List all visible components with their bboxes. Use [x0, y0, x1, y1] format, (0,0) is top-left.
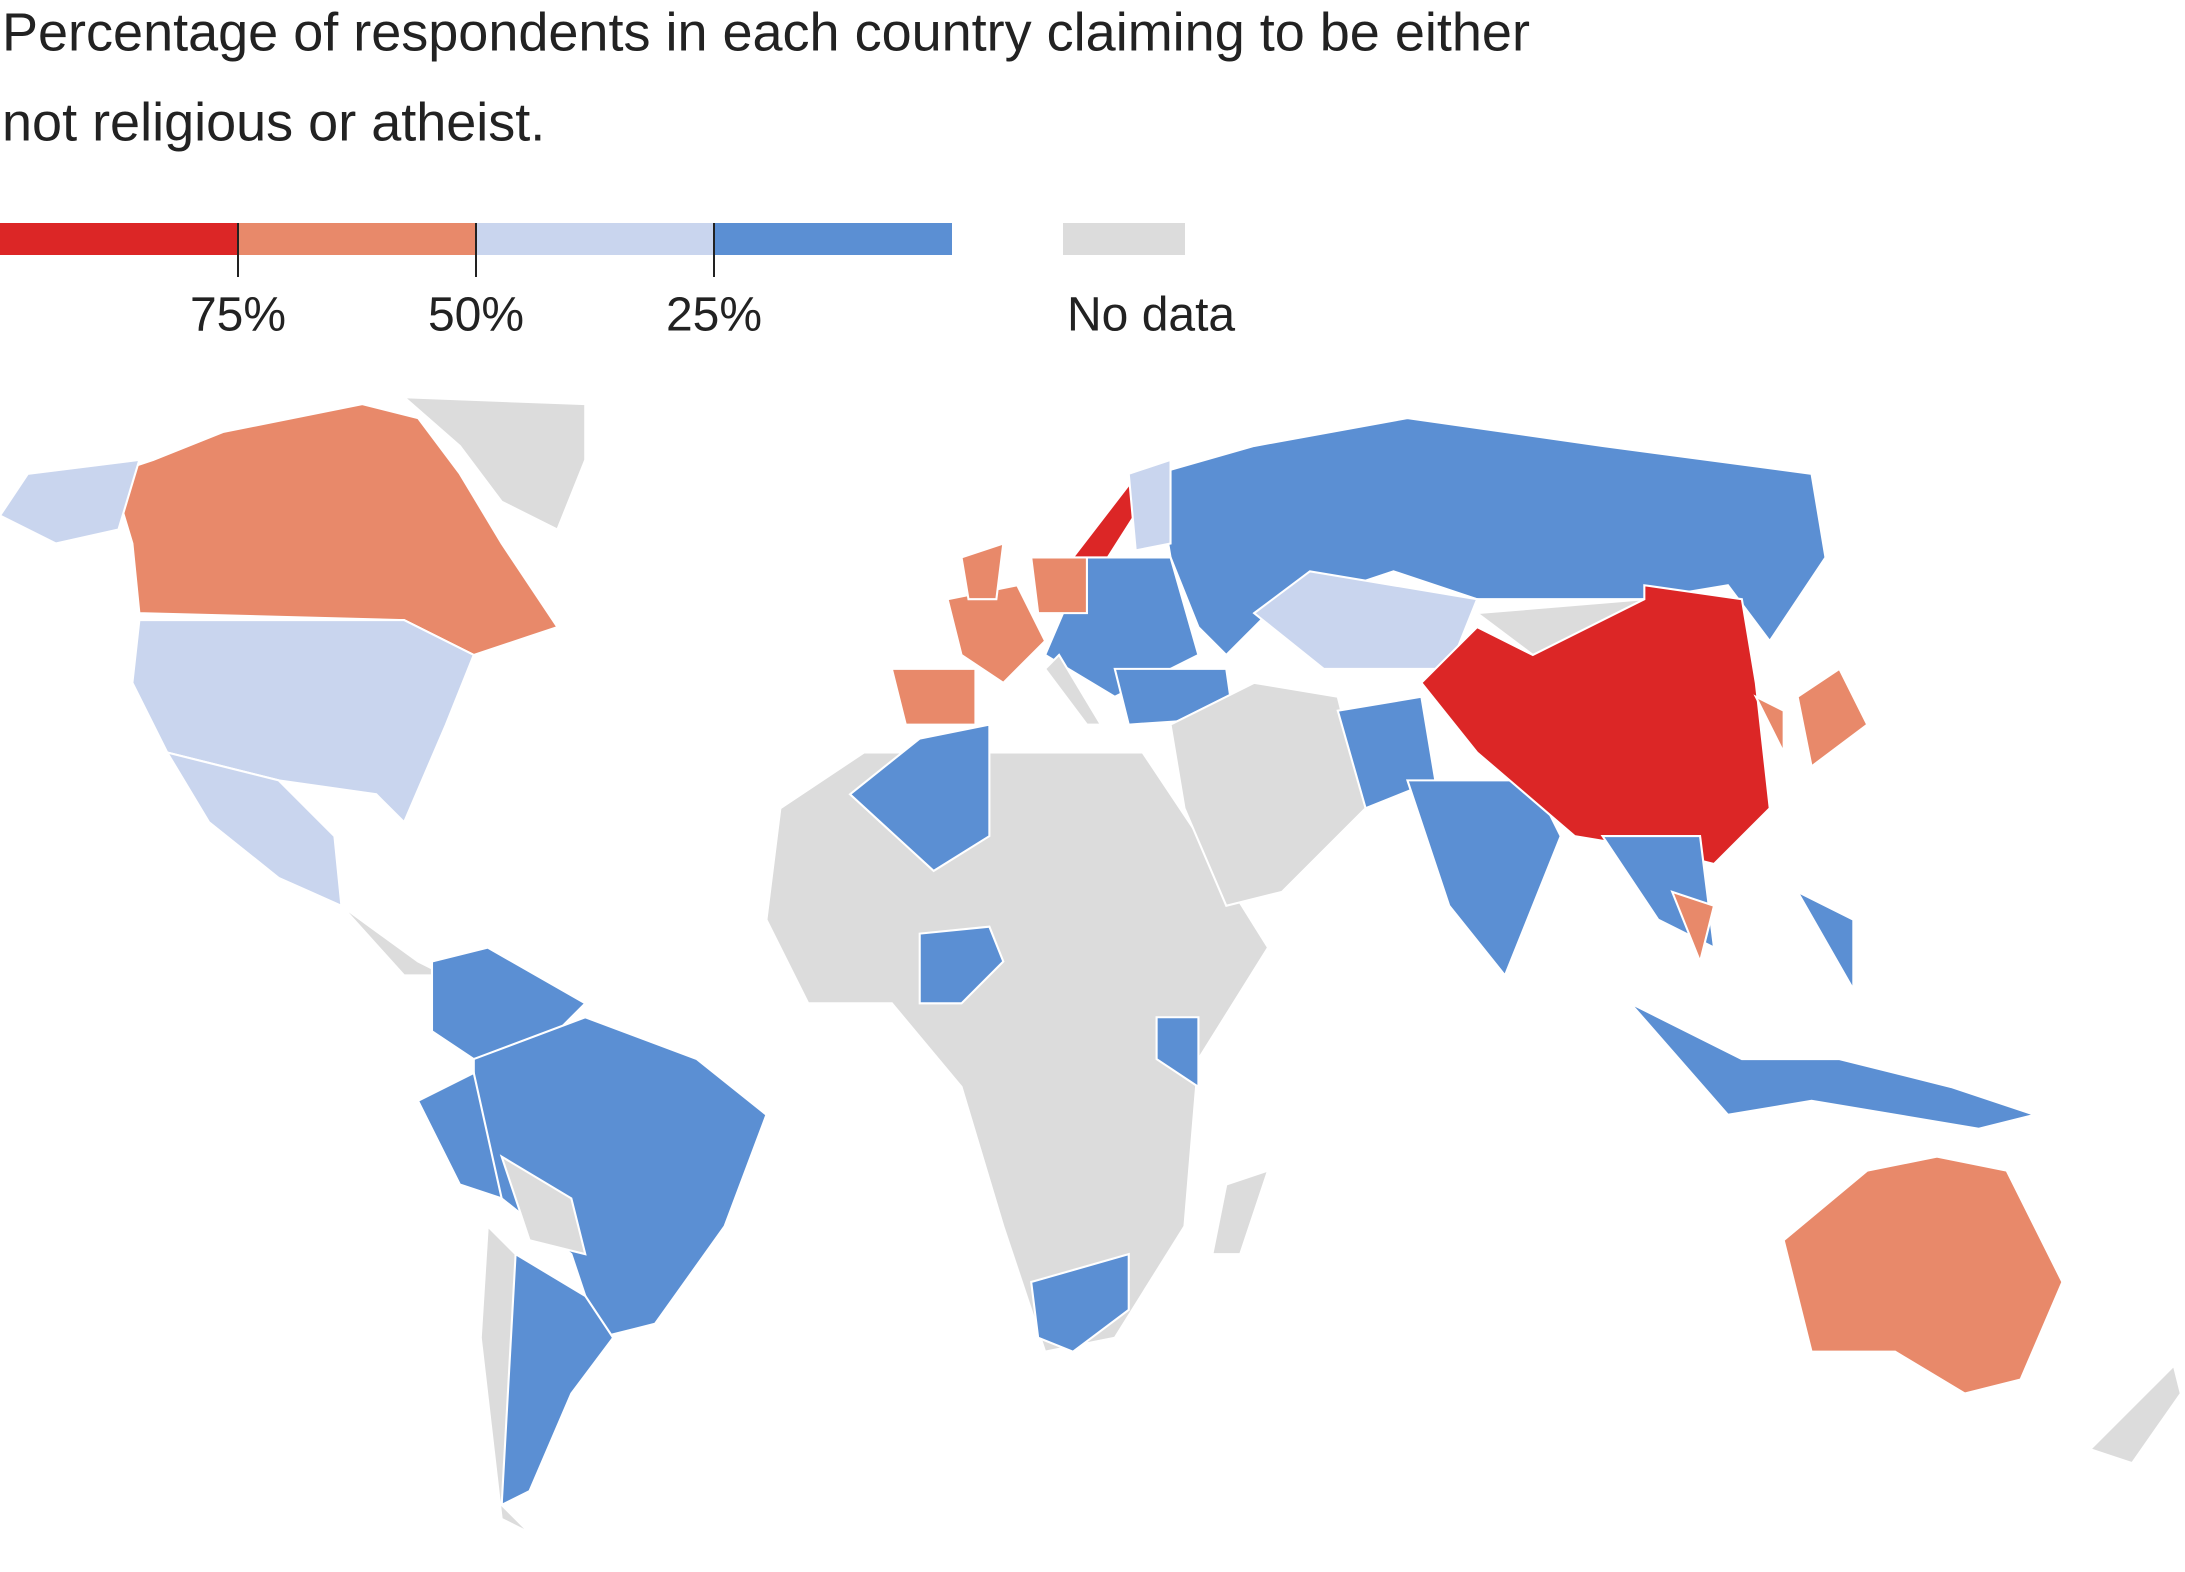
chart-title-line-2: not religious or atheist. — [2, 92, 545, 152]
legend-swatch — [0, 223, 238, 255]
no-data-swatch — [1063, 223, 1185, 255]
legend-tick-label: 50% — [428, 289, 524, 342]
legend-tick-label: 25% — [666, 289, 762, 342]
legend-swatch — [714, 223, 952, 255]
legend-swatch — [476, 223, 714, 255]
legend-tick-label: 75% — [190, 289, 286, 342]
chart-title: Percentage of respondents in each countr… — [2, 2, 1530, 62]
legend-swatch — [238, 223, 476, 255]
no-data-label: No data — [1067, 289, 1235, 342]
world-map — [0, 395, 2182, 1534]
